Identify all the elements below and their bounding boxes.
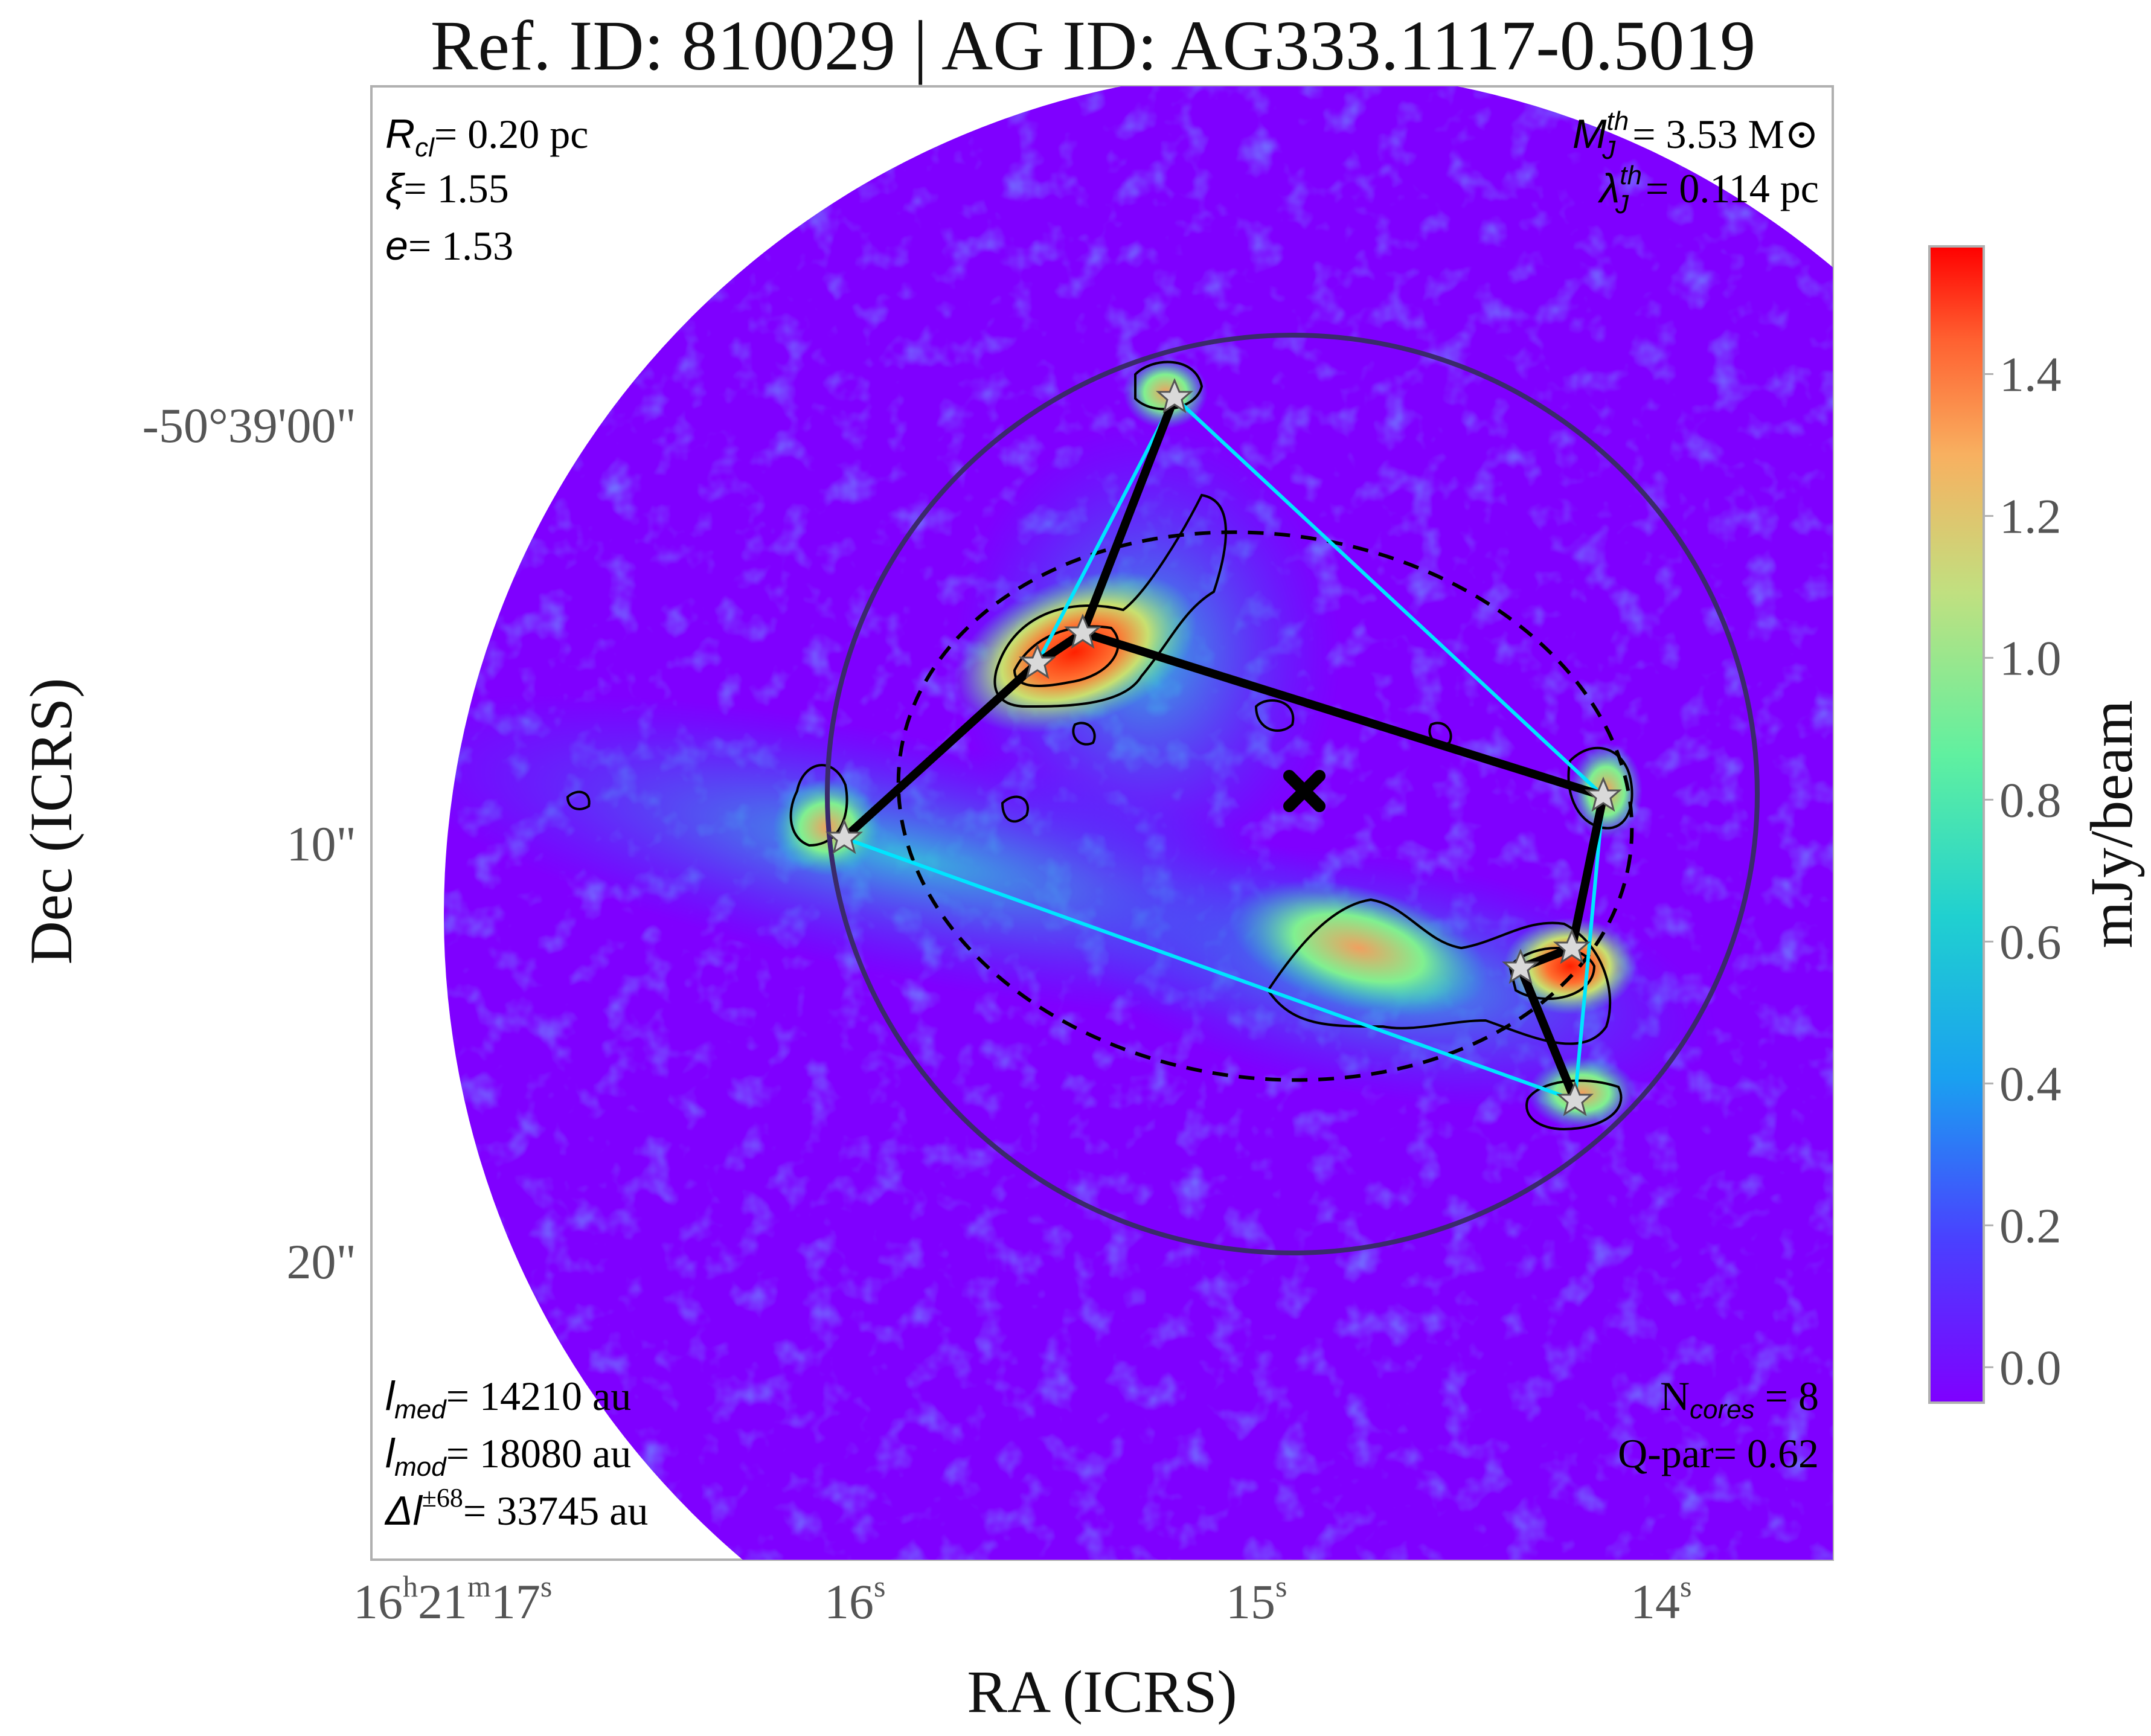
core-star [1063, 613, 1102, 649]
core-star [1501, 949, 1540, 984]
annotation-jeans-length: λth J = 0.114 pc [1597, 161, 1819, 219]
annotation-lmod: lmod= 18080 au [385, 1430, 631, 1482]
dec-tick: 10" [287, 816, 356, 871]
colorbar-tick-label: 1.0 [1999, 630, 2062, 685]
colorbar-tick-label: 0.2 [1999, 1198, 2062, 1253]
colorbar-ticks: 0.0 0.2 0.4 0.6 0.8 1.0 1.2 1.4 [1984, 347, 2062, 1395]
dec-tick: 20" [287, 1234, 356, 1289]
clump-radius-circle [825, 333, 1760, 1255]
cores [825, 378, 1623, 1116]
convex-hull [841, 394, 1606, 1103]
core-star [1018, 644, 1057, 679]
colorbar-tick-label: 1.4 [1999, 347, 2062, 402]
colorbar-tick-label: 1.2 [1999, 488, 2062, 543]
colorbar-tick-label: 0.4 [1999, 1056, 2062, 1111]
annotation-lmed: lmed= 14210 au [385, 1373, 631, 1424]
annotation-rcl: Rcl= 0.20 pc [385, 111, 588, 162]
core-star [1553, 929, 1591, 964]
colorbar-tick-label: 0.0 [1999, 1340, 2062, 1395]
annotation-jeans-mass: Mth J = 3.53 M⊙ [1572, 106, 1819, 165]
ra-tick: 16h21m17s [353, 1569, 552, 1629]
annotation-dl: Δl±68= 33745 au [384, 1483, 648, 1534]
cluster-ellipse [896, 530, 1634, 1082]
colorbar [1928, 245, 1985, 1404]
ra-tick: 16s [824, 1569, 885, 1629]
figure-title: Ref. ID: 810029 | AG ID: AG333.1117-0.50… [431, 6, 1755, 85]
colorbar-tick-label: 0.8 [1999, 772, 2062, 827]
y-axis-label: Dec (ICRS) [18, 678, 85, 965]
dec-tick: -50°39'00" [143, 398, 356, 453]
core-star [1155, 378, 1194, 414]
ra-tick: 15s [1226, 1569, 1287, 1629]
core-star [825, 819, 864, 854]
ra-tick: 14s [1630, 1569, 1691, 1629]
x-axis-label: RA (ICRS) [967, 1658, 1237, 1725]
annotation-ncores: Ncores = 8 [1660, 1373, 1819, 1424]
colorbar-label: mJy/beam [2078, 700, 2145, 948]
colorbar-tick-label: 0.6 [1999, 914, 2062, 969]
annotation-qpar: Q-par= 0.62 [1618, 1430, 1819, 1476]
core-star [1584, 777, 1623, 812]
annotation-xi: ξ= 1.55 [385, 165, 509, 211]
center-marker [1283, 770, 1326, 812]
annotation-e: e= 1.53 [385, 223, 513, 269]
core-star [1556, 1081, 1594, 1116]
